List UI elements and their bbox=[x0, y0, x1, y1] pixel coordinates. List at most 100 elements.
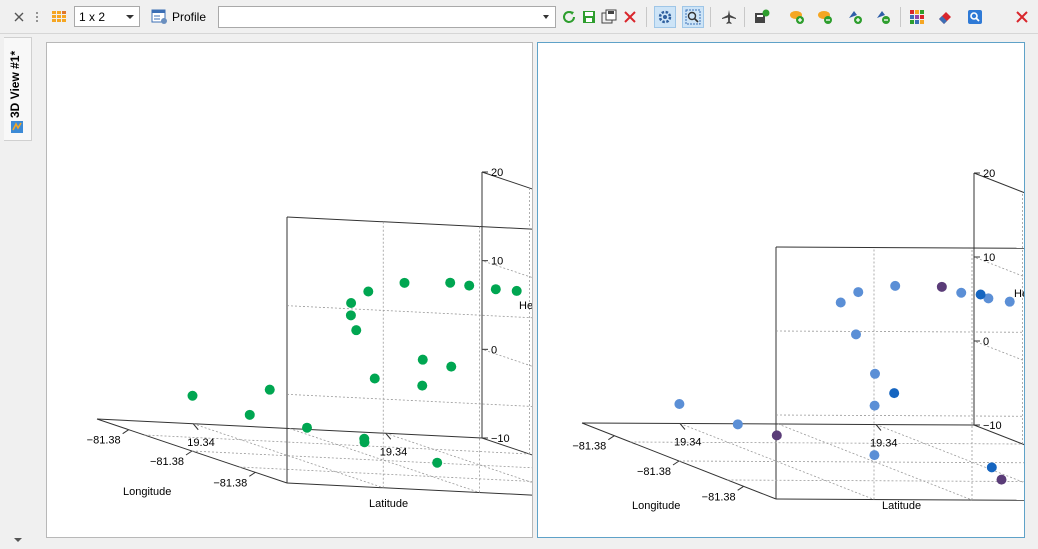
data-point[interactable] bbox=[983, 293, 994, 304]
z-tick-label: 0 bbox=[491, 344, 497, 356]
save-icon[interactable] bbox=[578, 6, 600, 28]
data-point[interactable] bbox=[445, 277, 456, 288]
z-tick-label: 20 bbox=[491, 167, 503, 179]
x-tick-label: −81.38 bbox=[637, 466, 671, 478]
data-point[interactable] bbox=[511, 285, 522, 296]
data-point[interactable] bbox=[889, 388, 900, 399]
color-table-icon[interactable] bbox=[906, 6, 928, 28]
add-point-icon[interactable] bbox=[844, 6, 866, 28]
axis-line bbox=[286, 482, 532, 496]
y-axis-label: Latitude bbox=[369, 498, 408, 510]
data-point[interactable] bbox=[732, 419, 743, 430]
data-point[interactable] bbox=[264, 384, 275, 395]
data-point[interactable] bbox=[446, 361, 457, 372]
grid-layout-icon[interactable] bbox=[48, 6, 70, 28]
data-point[interactable] bbox=[244, 409, 255, 420]
delete-profile-icon[interactable] bbox=[619, 6, 641, 28]
z-tick-label: −10 bbox=[491, 433, 510, 445]
chart-panel-left[interactable]: 20 10 0 −10 Hei −81.38 −81.38 −81.38 Longitude 19… bbox=[46, 42, 533, 538]
layout-select[interactable]: 1 x 2 bbox=[74, 6, 140, 27]
data-point[interactable] bbox=[674, 399, 685, 409]
axis-line bbox=[481, 171, 532, 190]
profile-combo[interactable] bbox=[218, 6, 556, 28]
data-point[interactable] bbox=[417, 354, 428, 365]
z-tick-label: 10 bbox=[491, 256, 503, 268]
gridline bbox=[775, 414, 1024, 417]
gridline bbox=[191, 450, 532, 469]
eraser-icon[interactable] bbox=[934, 6, 956, 28]
data-point[interactable] bbox=[851, 329, 861, 340]
chart-panel-right[interactable]: 20 10 0 −10 Hei −81.38 −81.38 −81.38 Longitude 19… bbox=[537, 42, 1025, 538]
data-point[interactable] bbox=[870, 368, 880, 379]
data-point[interactable] bbox=[369, 373, 380, 384]
profile-button[interactable]: Profile bbox=[151, 6, 223, 28]
airplane-icon[interactable] bbox=[718, 6, 740, 28]
close-view-icon[interactable] bbox=[8, 6, 30, 28]
gridline bbox=[775, 330, 1024, 333]
y-tick-label: 19.34 bbox=[380, 446, 408, 458]
side-tab-bar: 3D View #1* bbox=[0, 34, 36, 549]
data-point[interactable] bbox=[996, 474, 1007, 485]
x-tick bbox=[608, 435, 615, 441]
data-point[interactable] bbox=[975, 289, 986, 300]
settings-gear-icon[interactable] bbox=[654, 6, 676, 28]
data-point[interactable] bbox=[432, 457, 443, 468]
gridline bbox=[973, 340, 1024, 362]
data-point[interactable] bbox=[417, 380, 428, 391]
gridline bbox=[286, 305, 532, 319]
x-tick-label: −81.38 bbox=[572, 441, 606, 453]
data-point[interactable] bbox=[351, 325, 362, 336]
drag-grip-icon[interactable] bbox=[34, 6, 40, 28]
data-point[interactable] bbox=[835, 297, 846, 308]
profile-settings-icon bbox=[151, 9, 167, 24]
data-point[interactable] bbox=[302, 422, 312, 433]
data-point[interactable] bbox=[346, 297, 357, 308]
gridline bbox=[875, 424, 1024, 483]
z-axis-label: Hei bbox=[1014, 288, 1025, 300]
z-tick-label: 0 bbox=[983, 336, 989, 348]
data-point[interactable] bbox=[956, 287, 967, 298]
gridline bbox=[679, 423, 875, 500]
remove-point-icon[interactable] bbox=[872, 6, 894, 28]
data-point[interactable] bbox=[464, 280, 475, 291]
y-tick bbox=[385, 432, 392, 440]
x-tick-label: −81.38 bbox=[150, 456, 184, 468]
data-point[interactable] bbox=[771, 430, 782, 441]
data-point[interactable] bbox=[869, 450, 880, 461]
z-tick-label: 10 bbox=[983, 252, 995, 264]
data-point[interactable] bbox=[986, 462, 997, 473]
layout-select-value: 1 x 2 bbox=[79, 9, 106, 24]
data-point[interactable] bbox=[1004, 296, 1015, 307]
data-point[interactable] bbox=[869, 400, 880, 411]
data-point[interactable] bbox=[890, 280, 901, 291]
data-point[interactable] bbox=[399, 277, 410, 288]
save-as-icon[interactable] bbox=[598, 6, 620, 28]
y-axis-label: Latitude bbox=[882, 500, 921, 512]
z-tick-label: −10 bbox=[983, 420, 1002, 432]
zoom-icon[interactable] bbox=[682, 6, 704, 28]
scatter3d-chart-right[interactable]: 20 10 0 −10 Hei −81.38 −81.38 −81.38 Longitude 19… bbox=[538, 43, 1025, 538]
data-point[interactable] bbox=[936, 281, 947, 292]
gridline bbox=[481, 348, 532, 367]
data-point[interactable] bbox=[490, 284, 501, 295]
data-point[interactable] bbox=[345, 310, 356, 321]
close-icon[interactable] bbox=[1011, 6, 1033, 28]
data-point[interactable] bbox=[187, 390, 198, 401]
data-point[interactable] bbox=[853, 287, 864, 298]
tab-3d-view[interactable]: 3D View #1* bbox=[4, 37, 32, 141]
gridline bbox=[385, 432, 532, 483]
profile-label: Profile bbox=[172, 10, 207, 24]
axis-line bbox=[973, 424, 1024, 446]
add-layer-icon[interactable] bbox=[751, 6, 773, 28]
x-tick bbox=[672, 460, 680, 466]
search-view-icon[interactable] bbox=[964, 6, 986, 28]
scatter3d-chart-left[interactable]: 20 10 0 −10 Hei −81.38 −81.38 −81.38 Longitude 19… bbox=[47, 43, 533, 538]
data-point[interactable] bbox=[359, 433, 370, 444]
y-tick-label: 19.34 bbox=[674, 437, 702, 449]
refresh-icon[interactable] bbox=[558, 6, 580, 28]
z-tick-label: 20 bbox=[983, 168, 995, 180]
add-series-icon[interactable] bbox=[786, 6, 808, 28]
tab-overflow-arrow-icon[interactable] bbox=[14, 538, 22, 542]
data-point[interactable] bbox=[363, 286, 374, 297]
remove-series-icon[interactable] bbox=[814, 6, 836, 28]
